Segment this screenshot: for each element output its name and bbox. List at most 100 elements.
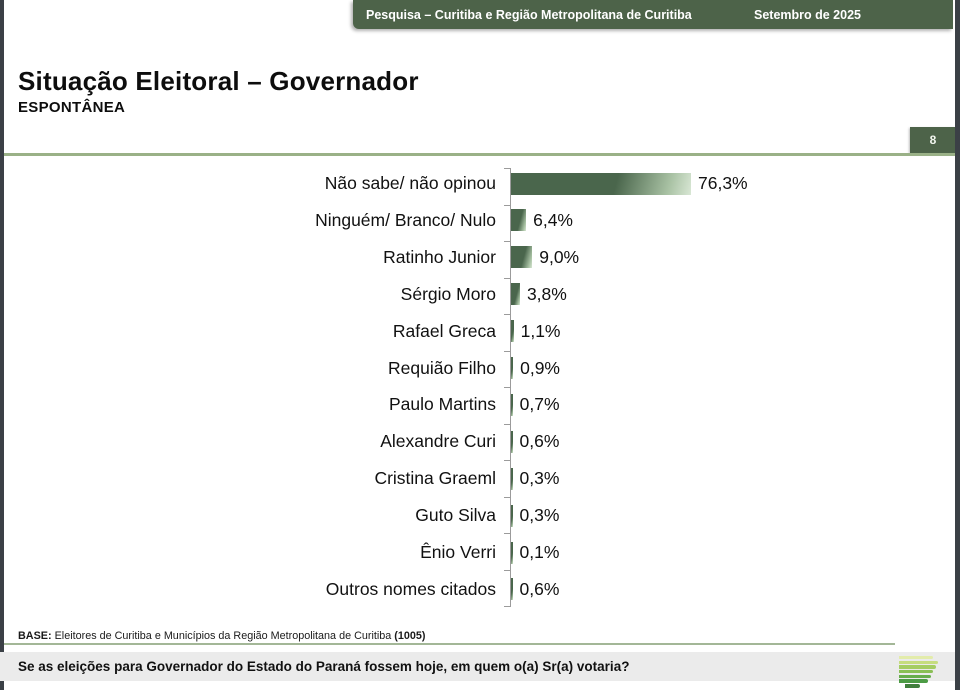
- bar: [511, 209, 527, 232]
- logo-bar: [899, 679, 928, 683]
- title-divider-rule: [4, 153, 956, 156]
- axis-tick: [504, 241, 511, 242]
- bar: [511, 467, 513, 490]
- header-bar: Pesquisa – Curitiba e Região Metropolita…: [353, 0, 953, 29]
- header-survey-title: Pesquisa – Curitiba e Região Metropolita…: [366, 7, 692, 22]
- footer-divider-rule: [4, 643, 895, 645]
- bar-row: Ratinho Junior 9,0%: [0, 239, 960, 276]
- bar-row: Alexandre Curi 0,6%: [0, 423, 960, 460]
- bar: [511, 578, 513, 601]
- bar-track: 0,9%: [511, 357, 960, 379]
- category-label: Requião Filho: [388, 357, 496, 378]
- bar-row: Guto Silva 0,3%: [0, 497, 960, 534]
- axis-tick: [504, 533, 511, 534]
- institute-logo: [899, 656, 943, 689]
- category-label: Cristina Graeml: [374, 468, 496, 489]
- axis-tick: [504, 569, 511, 571]
- value-label: 6,4%: [533, 209, 573, 230]
- axis-tick: [504, 204, 511, 206]
- bar: [511, 246, 533, 269]
- logo-bar: [899, 674, 931, 679]
- axis-tick: [504, 314, 511, 315]
- value-label: 1,1%: [520, 320, 561, 341]
- value-label: 0,6%: [519, 431, 560, 452]
- axis-tick: [504, 496, 511, 498]
- base-count: (1005): [394, 630, 426, 642]
- bar: [511, 357, 514, 379]
- bar: [511, 393, 513, 416]
- value-label: 0,6%: [519, 578, 560, 599]
- bar-chart: Não sabe/ não opinou 76,3% Ninguém/ Branco…: [0, 165, 960, 608]
- category-label: Guto Silva: [415, 505, 496, 526]
- category-label: Não sabe/ não opinou: [324, 173, 496, 193]
- bar-track: 0,7%: [511, 393, 960, 416]
- bar-track: 0,3%: [511, 504, 960, 527]
- bar-row: Requião Filho 0,9%: [0, 350, 960, 387]
- logo-bar: [905, 684, 920, 688]
- axis-tick: [504, 460, 511, 461]
- question-bar: Se as eleições para Governador do Estado…: [0, 652, 955, 681]
- value-label: 0,3%: [519, 468, 560, 489]
- category-label: Sérgio Moro: [400, 283, 496, 304]
- bar: [511, 283, 520, 306]
- title-block: Situação Eleitoral – Governador ESPONTÂN…: [18, 66, 419, 116]
- value-label: 76,3%: [698, 173, 748, 193]
- question-text: Se as eleições para Governador do Estado…: [18, 659, 630, 674]
- bar-row: Ninguém/ Branco/ Nulo 6,4%: [0, 202, 960, 239]
- value-label: 9,0%: [539, 246, 580, 267]
- axis-tick: [504, 387, 511, 388]
- value-label: 3,8%: [526, 283, 567, 304]
- bar: [511, 541, 513, 564]
- bar-track: 76,3%: [511, 172, 960, 195]
- bar: [511, 320, 514, 343]
- bar-track: 3,8%: [511, 283, 960, 306]
- bar-row: Outros nomes citados 0,6%: [0, 571, 960, 608]
- base-note: BASE: Eleitores de Curitiba e Municípios…: [18, 630, 426, 642]
- category-label: Ratinho Junior: [383, 246, 496, 267]
- page-title: Situação Eleitoral – Governador: [18, 66, 419, 96]
- value-label: 0,3%: [519, 505, 560, 526]
- category-label: Ênio Verri: [420, 542, 496, 562]
- bar-row: Sérgio Moro 3,8%: [0, 276, 960, 313]
- bar: [511, 172, 691, 195]
- base-text: Eleitores de Curitiba e Municípios da Re…: [51, 630, 395, 642]
- value-label: 0,1%: [519, 542, 560, 562]
- bar-row: Rafael Greca 1,1%: [0, 313, 960, 350]
- left-frame-border: [0, 0, 4, 690]
- page-number-badge: 8: [910, 127, 956, 153]
- bar: [511, 430, 513, 453]
- bar-row: Não sabe/ não opinou 76,3%: [0, 165, 960, 202]
- category-label: Outros nomes citados: [325, 578, 496, 599]
- bar-row: Ênio Verri 0,1%: [0, 534, 960, 571]
- bar-track: 0,6%: [511, 430, 960, 453]
- bar-track: 1,1%: [511, 320, 960, 343]
- axis-tick: [504, 168, 511, 169]
- bar-track: 0,1%: [511, 541, 960, 564]
- value-label: 0,7%: [519, 394, 560, 415]
- category-label: Ninguém/ Branco/ Nulo: [315, 209, 496, 230]
- category-label: Alexandre Curi: [380, 431, 496, 452]
- bar-track: 9,0%: [511, 246, 960, 269]
- base-label: BASE:: [18, 630, 52, 642]
- page-subtitle: ESPONTÂNEA: [18, 99, 126, 116]
- logo-bar: [899, 670, 933, 674]
- header-date: Setembro de 2025: [754, 7, 861, 22]
- axis-tick: [504, 277, 511, 279]
- axis-tick: [504, 606, 511, 607]
- logo-bar: [899, 656, 933, 660]
- right-frame-border: [955, 0, 960, 690]
- bar-row: Paulo Martins 0,7%: [0, 386, 960, 423]
- bar-track: 0,6%: [511, 578, 960, 601]
- bar-row: Cristina Graeml 0,3%: [0, 460, 960, 497]
- bar-track: 0,3%: [511, 467, 960, 490]
- logo-bar: [899, 665, 936, 669]
- bar-track: 6,4%: [511, 209, 960, 232]
- category-label: Rafael Greca: [392, 320, 496, 341]
- value-label: 0,9%: [520, 357, 560, 378]
- axis-tick: [504, 423, 511, 425]
- category-label: Paulo Martins: [389, 394, 496, 415]
- axis-tick: [504, 350, 511, 352]
- logo-bar: [899, 660, 938, 665]
- bar: [511, 504, 513, 527]
